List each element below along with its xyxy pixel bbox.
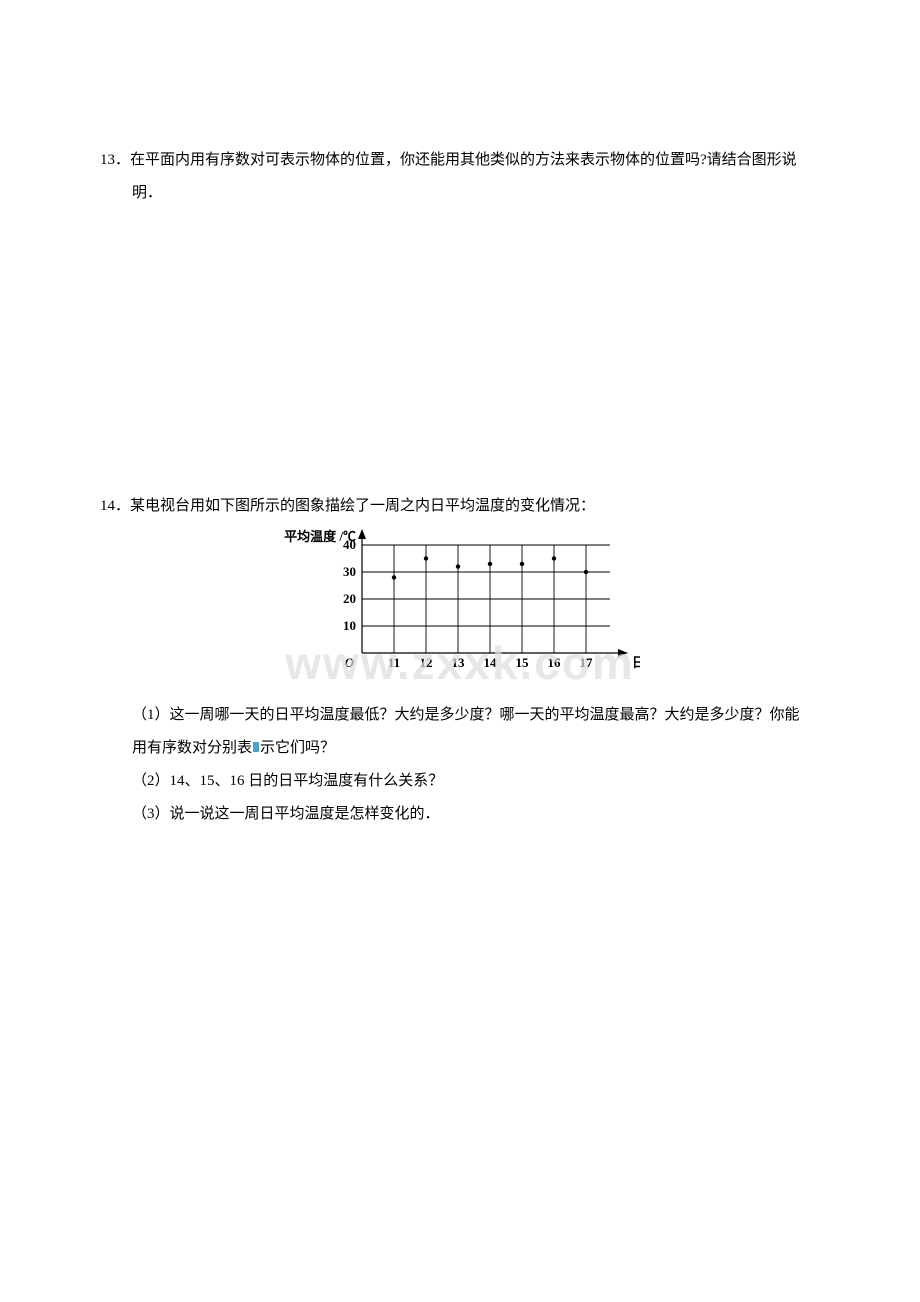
- q14-sub1c: 示它们吗？: [260, 740, 335, 756]
- q14-sub1-line1: （1）这一周哪一天的日平均温度最低？大约是多少度？哪一天的平均温度最高？大约是多…: [100, 699, 820, 732]
- temperature-chart: 1020304011121314151617平均温度 /℃日期O: [280, 529, 640, 679]
- q13-line1: 13． 在平面内用有序数对可表示物体的位置，你还能用其他类似的方法来表示物体的位…: [100, 144, 820, 177]
- svg-text:O: O: [345, 655, 355, 670]
- svg-text:17: 17: [580, 655, 594, 670]
- q13-line2: 明．: [100, 177, 820, 210]
- q13-number: 13．: [100, 144, 130, 177]
- q14-sub1-line2: 用有序数对分别表示它们吗？: [100, 732, 820, 765]
- svg-text:12: 12: [420, 655, 433, 670]
- svg-text:15: 15: [516, 655, 530, 670]
- svg-text:13: 13: [452, 655, 466, 670]
- question-14: 14． 某电视台用如下图所示的图象描绘了一周之内日平均温度的变化情况： www.…: [100, 490, 820, 831]
- question-13: 13． 在平面内用有序数对可表示物体的位置，你还能用其他类似的方法来表示物体的位…: [100, 144, 820, 210]
- q14-sub2: （2）14、15、16 日的日平均温度有什么关系？: [100, 765, 820, 798]
- svg-text:14: 14: [484, 655, 498, 670]
- svg-text:11: 11: [388, 655, 400, 670]
- q14-number: 14．: [100, 490, 130, 523]
- svg-text:平均温度 /℃: 平均温度 /℃: [284, 529, 356, 544]
- inline-mark-icon: [253, 742, 259, 752]
- svg-text:10: 10: [343, 618, 356, 633]
- chart-container: www.zxxk.com 1020304011121314151617平均温度 …: [100, 529, 820, 679]
- q13-text-1: 在平面内用有序数对可表示物体的位置，你还能用其他类似的方法来表示物体的位置吗?请…: [130, 144, 797, 177]
- q14-intro: 14． 某电视台用如下图所示的图象描绘了一周之内日平均温度的变化情况：: [100, 490, 820, 523]
- svg-text:20: 20: [343, 591, 356, 606]
- svg-text:16: 16: [548, 655, 562, 670]
- svg-text:30: 30: [343, 564, 356, 579]
- q14-sub1b: 用有序数对分别表: [132, 740, 252, 756]
- q14-sub3: （3）说一说这一周日平均温度是怎样变化的．: [100, 798, 820, 831]
- q14-intro-text: 某电视台用如下图所示的图象描绘了一周之内日平均温度的变化情况：: [130, 490, 595, 523]
- svg-text:日期: 日期: [632, 655, 640, 670]
